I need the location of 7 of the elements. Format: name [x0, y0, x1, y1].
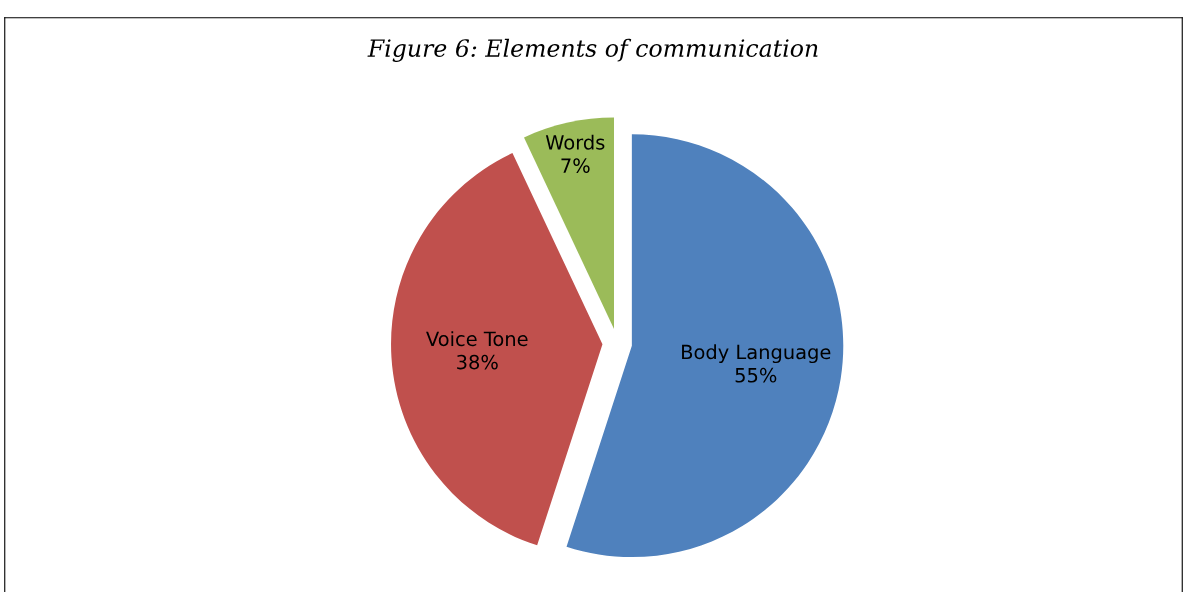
slice-label: Words: [545, 134, 605, 150]
data-label: 55%: [735, 367, 777, 383]
slice-label: Body Language: [682, 344, 831, 364]
data-label: 7%: [561, 158, 590, 173]
slice-label: Voice Tone: [426, 331, 528, 347]
chart-title: Figure 6: Elements of communication: [367, 38, 818, 62]
data-label: 38%: [457, 354, 498, 370]
